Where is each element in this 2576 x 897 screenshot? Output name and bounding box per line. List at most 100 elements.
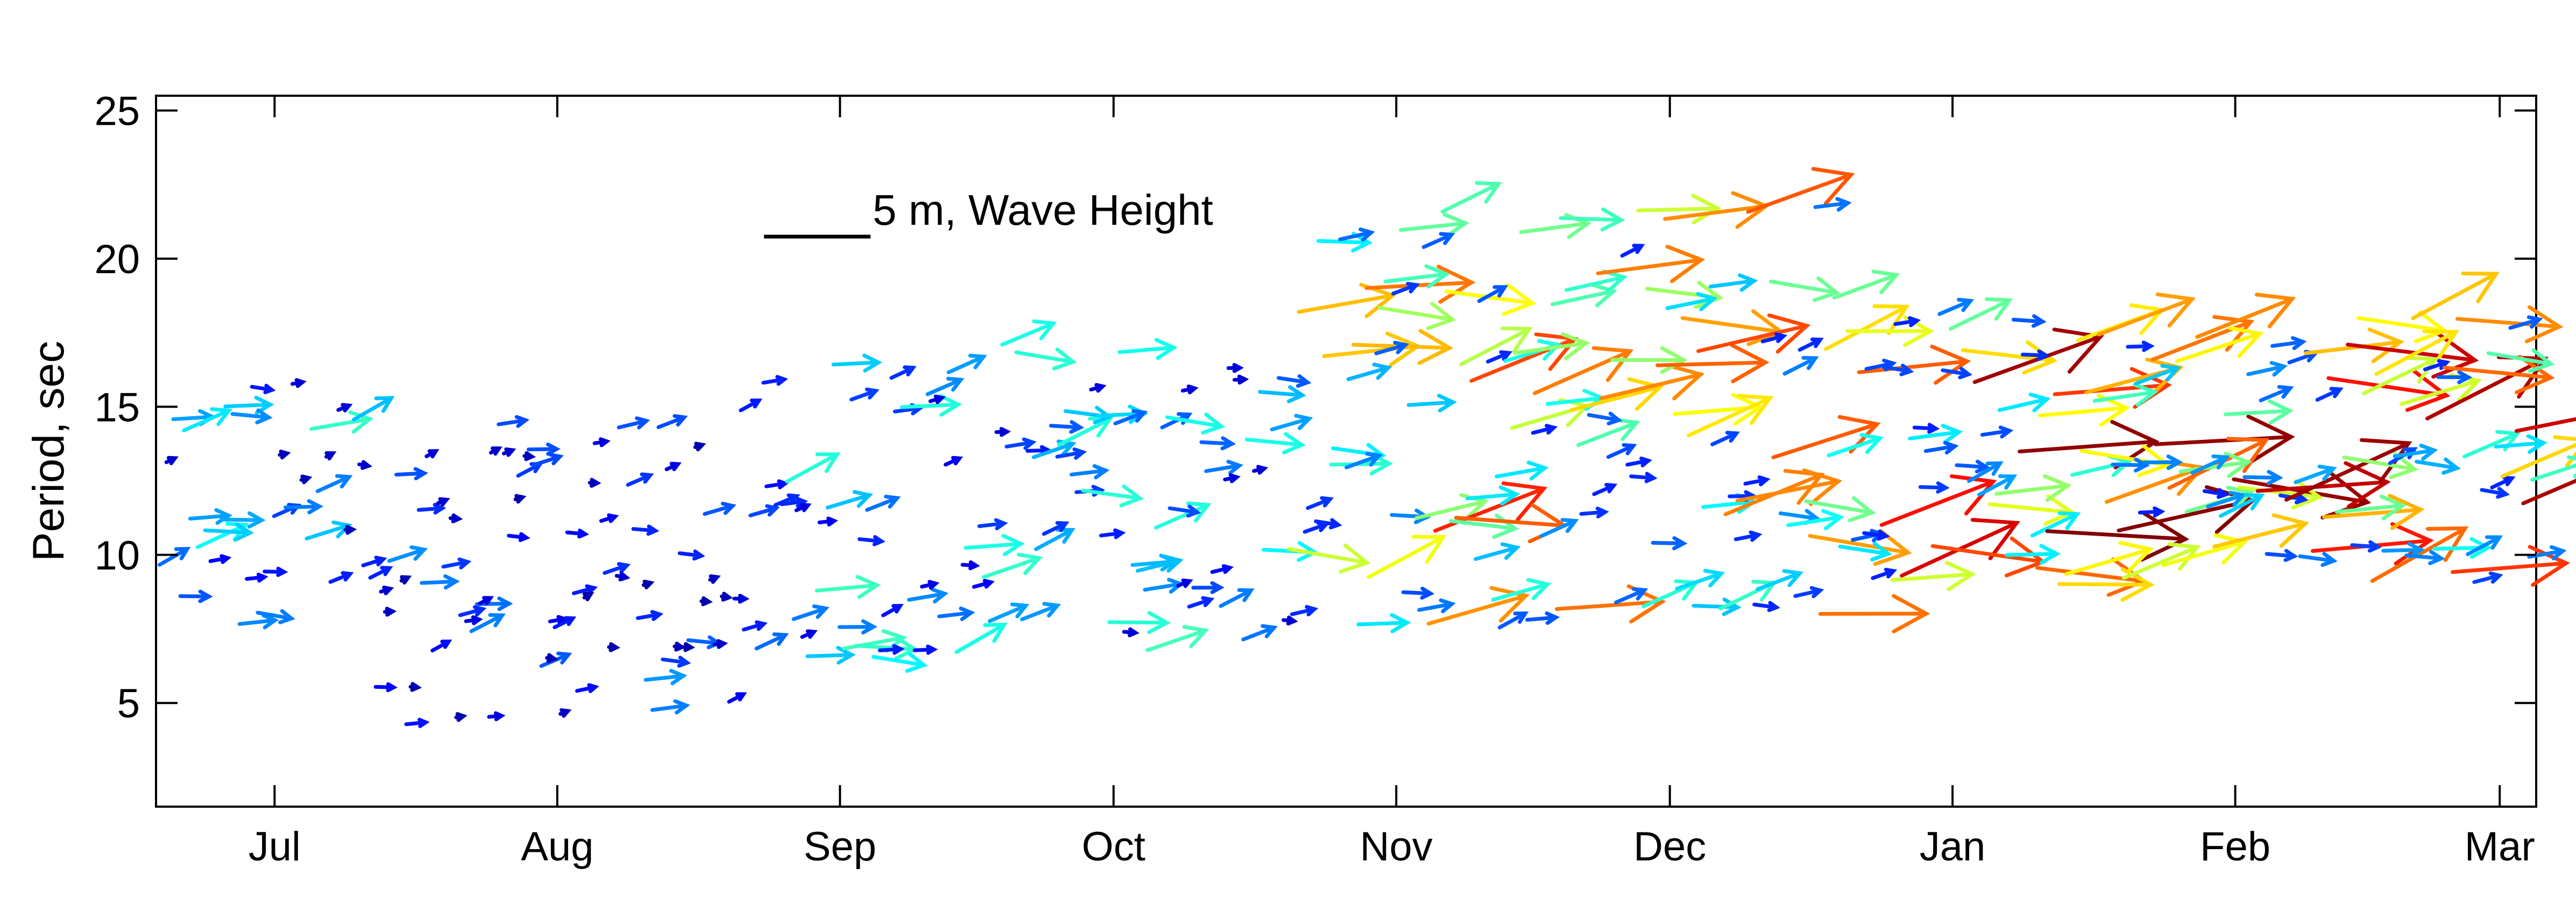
wave-arrow-head [1022, 437, 1037, 450]
wave-arrow-shaft [2350, 543, 2380, 549]
wave-arrow-head [1899, 364, 1914, 376]
wave-arrow [1827, 433, 1884, 458]
wave-arrow-head [2437, 359, 2451, 371]
wave-arrow [2242, 469, 2283, 486]
wave-arrow-head [1767, 313, 1811, 354]
wave-arrow-head [1201, 596, 1215, 608]
wave-arrow-shaft [617, 419, 648, 430]
wave-arrow [2521, 479, 2576, 506]
wave-arrow-shaft [2374, 330, 2458, 376]
wave-arrow-head [2246, 414, 2295, 464]
wave-arrow [1219, 588, 1255, 608]
wave-arrow [1057, 417, 1113, 447]
wave-arrow-shaft [1204, 464, 1242, 473]
wave-arrow-head [2277, 385, 2294, 399]
wave-arrow [1364, 265, 1476, 304]
wave-arrow-shaft [1145, 628, 1208, 652]
wave-arrow-head [2389, 452, 2419, 480]
wave-arrow-head [348, 410, 374, 434]
wave-arrow [1252, 465, 1269, 475]
wave-arrow-head [1498, 485, 1520, 506]
wave-arrow-shaft [1838, 544, 1890, 556]
wave-arrow-shaft [387, 547, 426, 563]
x-tick-label: Feb [2200, 824, 2270, 870]
wave-arrow-head [2388, 494, 2425, 530]
wave-arrow [1881, 364, 1914, 376]
wave-arrow-shaft [1042, 521, 1068, 536]
wave-arrow-shaft [1491, 582, 1550, 602]
wave-arrow-shaft [2246, 364, 2286, 376]
wave-arrow-shaft [1606, 444, 1636, 459]
wave-arrow-head [1320, 496, 1334, 508]
wave-arrow-head [1069, 420, 1085, 434]
wave-arrow-head [683, 642, 695, 652]
wave-arrow-head [276, 566, 288, 577]
wave-arrow [571, 584, 598, 595]
wave-arrow-head [1358, 227, 1375, 242]
wave-arrow-head [2134, 457, 2150, 473]
wave-arrow-shaft [1258, 390, 1305, 397]
wave-arrow-head [1730, 343, 1770, 383]
wave-arrow [2361, 355, 2439, 396]
wave-arrow-shaft [1708, 279, 1756, 289]
wave-arrow [522, 451, 536, 461]
wave-arrow-shaft [1576, 421, 1639, 447]
wave-arrow-head [1737, 394, 1774, 425]
wave-arrow-shaft [1908, 430, 1961, 440]
wave-arrow [1908, 424, 1963, 444]
wave-arrow-head [1632, 244, 1645, 254]
wave-arrow-shaft [1923, 444, 1957, 453]
wave-arrow-head [255, 408, 273, 425]
wave-arrow-head [1870, 542, 1892, 562]
wave-arrow-head [590, 478, 601, 488]
wave-arrow-shaft [2514, 417, 2576, 433]
wave-arrow [2315, 387, 2344, 402]
wave-arrow-head [1782, 569, 1804, 587]
wave-arrow-head [279, 450, 291, 460]
wave-arrow-head [2496, 487, 2510, 499]
wave-arrow-head [933, 394, 946, 404]
wave-arrow-shaft [2167, 438, 2268, 490]
wave-arrow-head [1545, 424, 1558, 435]
wave-arrow-head [608, 642, 621, 652]
wave-arrow-shaft [1286, 547, 1369, 565]
wave-arrow [2451, 545, 2571, 587]
wave-arrow [464, 615, 483, 625]
wave-arrow-shaft [2153, 435, 2294, 446]
wave-arrow-head [777, 479, 789, 490]
wave-arrow [1286, 543, 1371, 574]
wave-arrow-shaft [237, 618, 277, 626]
wave-arrow-head [1436, 265, 1476, 304]
wave-arrow-shaft [2530, 463, 2576, 482]
wave-arrow-head [1113, 528, 1126, 539]
wave-arrow-head [1877, 529, 1890, 541]
wave-arrow-head [233, 522, 254, 542]
wave-arrow-shaft [526, 447, 559, 452]
wave-arrow-head [1927, 423, 1940, 434]
wave-arrow [2294, 464, 2337, 485]
wave-arrow [2138, 506, 2165, 518]
wave-arrow-shaft [315, 475, 351, 493]
wave-arrow [2190, 454, 2230, 475]
wave-arrow [1752, 601, 1780, 613]
wave-arrow-head [872, 535, 886, 546]
wave-arrow-head [514, 494, 527, 504]
wave-arrow-head [409, 545, 428, 561]
wave-arrow [1610, 346, 1688, 374]
wave-arrow [1180, 385, 1199, 395]
wave-arrow-head [968, 353, 987, 369]
wave-arrow [1406, 394, 1457, 412]
wave-arrow [324, 451, 337, 461]
wave-arrow [1165, 412, 1226, 435]
wave-arrow-head [1502, 283, 1537, 316]
wave-arrow-shaft [1346, 366, 1390, 381]
wave-arrow [603, 562, 631, 575]
wave-arrow-shaft [977, 521, 1006, 528]
wave-arrow-shaft [1440, 182, 1501, 213]
wave-arrow-shaft [1448, 519, 1517, 531]
wave-arrow-head [2405, 368, 2451, 412]
wave-arrow-shaft [1113, 410, 1147, 425]
wave-arrow [1708, 273, 1758, 292]
wave-arrow [2466, 535, 2503, 557]
wave-arrow-head [1501, 481, 1548, 522]
